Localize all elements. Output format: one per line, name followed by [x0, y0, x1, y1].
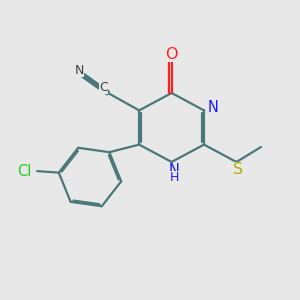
Text: S: S — [233, 162, 243, 177]
Text: O: O — [165, 46, 178, 62]
Text: N: N — [75, 64, 85, 77]
Text: N: N — [169, 163, 179, 178]
Text: H: H — [169, 171, 179, 184]
Text: Cl: Cl — [17, 164, 32, 178]
Text: C: C — [99, 81, 108, 94]
Text: N: N — [208, 100, 218, 116]
